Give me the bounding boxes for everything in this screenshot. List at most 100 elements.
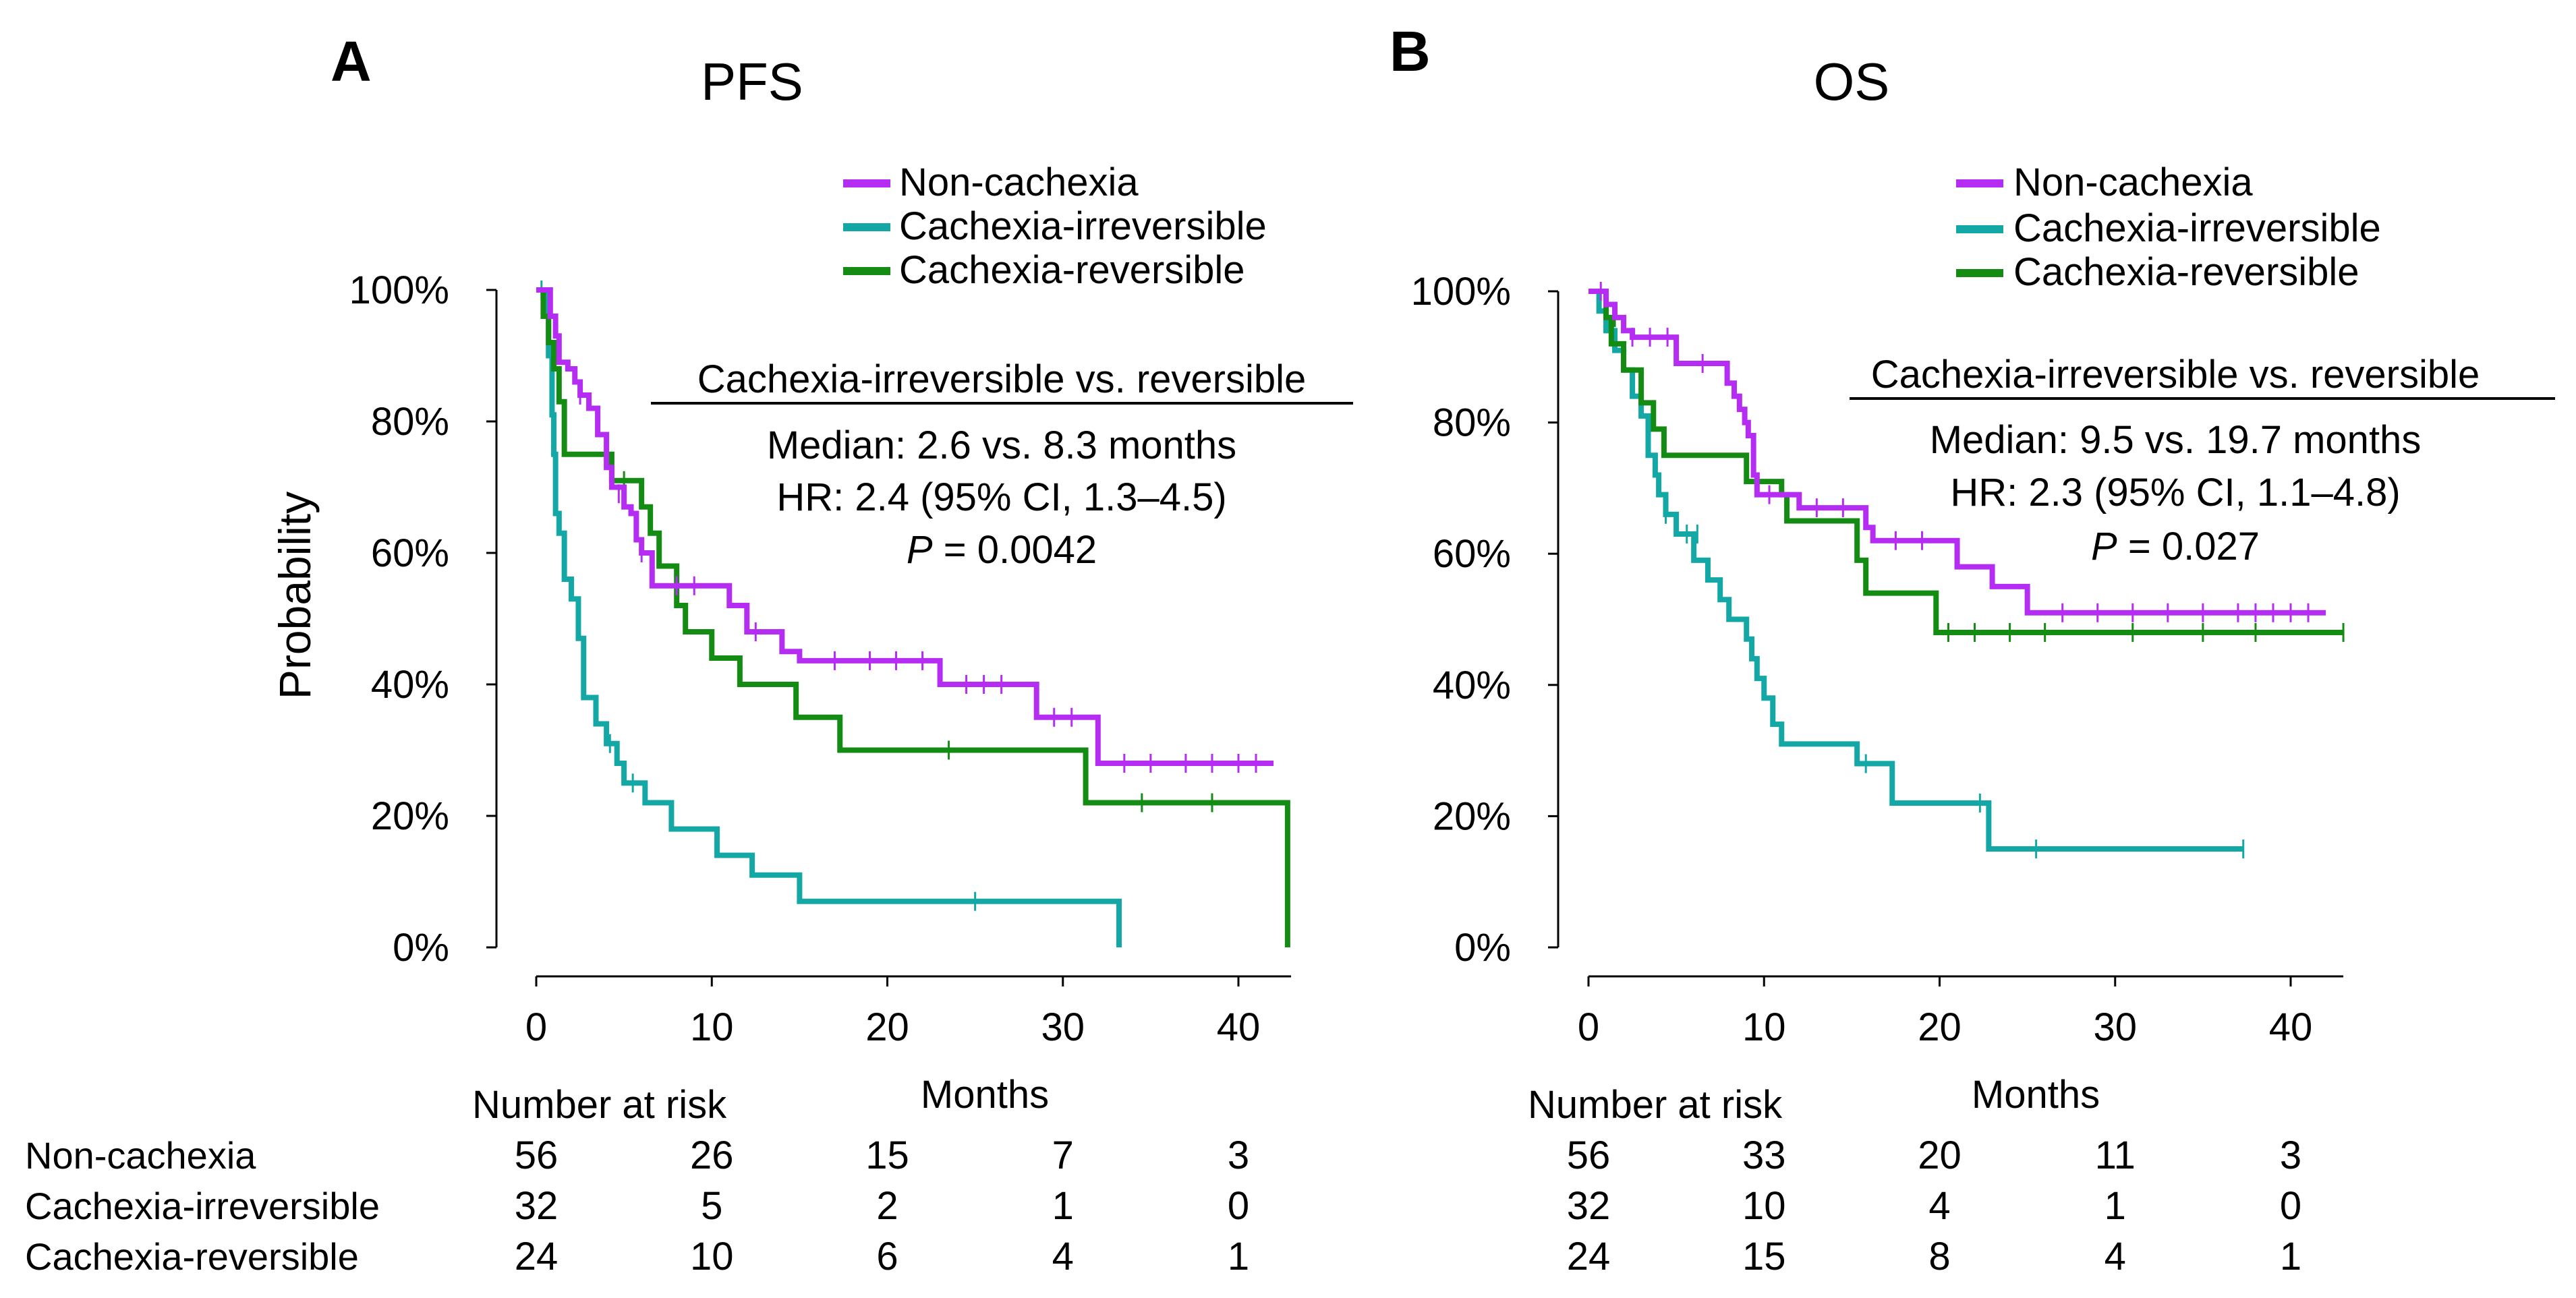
legend-label: Cachexia-reversible [2013,250,2359,294]
legend-label: Non-cachexia [2013,160,2253,204]
annotation-p-value: P = 0.0042 [907,528,1097,572]
x-tick-label: 40 [1217,1005,1261,1049]
x-tick-label: 20 [865,1005,909,1049]
annotation-title: Cachexia-irreversible vs. reversible [1871,353,2480,396]
y-tick-label: 80% [371,400,449,444]
risk-row-label: Non-cachexia [25,1134,256,1177]
legend: Non-cachexia Cachexia-irreversible Cache… [843,160,1267,292]
legend-label: Cachexia-irreversible [899,204,1267,248]
survival-curve [536,287,1290,947]
risk-row-label: Cachexia-reversible [25,1235,359,1278]
y-tick-label: 0% [393,926,449,970]
x-tick-label: 20 [1918,1005,1962,1049]
legend-item-non-cachexia: Non-cachexia [843,160,1139,204]
risk-count: 15 [865,1133,909,1177]
risk-counts: 56 33 20 11 332 10 4 1 024 15 8 4 1 [1567,1133,2301,1278]
p-value: = 0.0042 [933,528,1097,572]
risk-count: 32 [515,1184,559,1228]
x-axis-label: Months [921,1073,1049,1117]
annotation-median: Median: 2.6 vs. 8.3 months [767,423,1236,467]
y-tick-label: 40% [1433,663,1511,707]
axes: 0% 20% 40% 60% 80% 100% 0 10 20 30 40 [1411,270,2344,1049]
risk-count: 3 [1228,1133,1249,1177]
risk-count: 1 [1228,1235,1249,1278]
chart-title: OS [1814,52,1890,111]
legend-item-non-cachexia: Non-cachexia [1956,160,2253,204]
annotation-hr: HR: 2.3 (95% CI, 1.1–4.8) [1950,471,2400,514]
annotation: Cachexia-irreversible vs. reversible Med… [651,357,1353,572]
risk-count: 1 [1052,1184,1074,1228]
legend: Non-cachexia Cachexia-irreversible Cache… [1956,160,2381,294]
x-tick-label: 10 [1742,1005,1786,1049]
y-tick-label: 0% [1454,926,1511,970]
series-non-cachexia [1588,282,2326,622]
panel-letter: A [331,30,372,93]
panel-os: B OS Non-cachexia Cachexia-irreversible … [1390,20,2555,1278]
p-label: P [2091,525,2117,568]
risk-count: 11 [2095,1133,2136,1177]
x-tick-label: 10 [690,1005,734,1049]
risk-count: 5 [701,1184,722,1228]
risk-count: 4 [1928,1184,1950,1228]
x-axis-label: Months [1972,1073,2100,1117]
y-axis-label: Probability [270,492,320,699]
risk-count: 4 [2105,1235,2126,1278]
risk-count: 4 [1052,1235,1074,1278]
risk-table-title: Number at risk [1528,1083,1783,1127]
y-tick-label: 100% [1411,270,1511,314]
y-tick-label: 60% [1433,532,1511,576]
risk-count: 56 [515,1133,559,1177]
risk-row-label: Cachexia-irreversible [25,1185,380,1227]
y-tick-label: 40% [371,663,449,707]
risk-count: 26 [690,1133,734,1177]
survival-curve [1588,289,2344,635]
risk-count: 1 [2105,1184,2126,1228]
risk-count: 7 [1052,1133,1074,1177]
y-tick-label: 80% [1433,401,1511,445]
risk-count: 6 [876,1235,898,1278]
plot-area: 0% 20% 40% 60% 80% 100% 0 10 20 30 40 [1411,270,2345,1049]
annotation-hr: HR: 2.4 (95% CI, 1.3–4.5) [776,475,1226,519]
p-value: = 0.027 [2117,525,2260,568]
risk-count: 2 [876,1184,898,1228]
legend-item-cachexia-reversible: Cachexia-reversible [843,248,1245,292]
risk-count: 33 [1742,1133,1786,1177]
risk-count: 10 [1742,1184,1786,1228]
risk-table-title: Number at risk [472,1083,727,1127]
risk-count: 0 [1228,1184,1249,1228]
survival-curve [536,287,1274,766]
legend-item-cachexia-irreversible: Cachexia-irreversible [1956,206,2381,250]
y-tick-label: 20% [371,794,449,838]
risk-count: 32 [1567,1184,1611,1228]
risk-table: Number at risk Months Non-cachexia Cache… [25,1073,1249,1278]
risk-count: 3 [2280,1133,2301,1177]
y-tick-label: 100% [349,268,449,312]
legend-item-cachexia-irreversible: Cachexia-irreversible [843,204,1267,248]
x-tick-label: 30 [2093,1005,2137,1049]
risk-count: 10 [690,1235,734,1278]
annotation-title: Cachexia-irreversible vs. reversible [697,357,1307,401]
legend-label: Cachexia-irreversible [2013,206,2381,250]
annotation-p-value: P = 0.027 [2091,525,2260,568]
y-tick-label: 60% [371,531,449,575]
plot-area: 0% 20% 40% 60% 80% 100% 0 10 20 30 40 [349,268,1292,1049]
x-tick-label: 0 [1578,1005,1599,1049]
series-cachexia-reversible [1588,289,2345,642]
annotation: Cachexia-irreversible vs. reversible Med… [1850,353,2555,568]
x-tick-label: 0 [525,1005,547,1049]
risk-counts: 56 26 15 7 332 5 2 1 024 10 6 4 1 [515,1133,1249,1278]
risk-count: 8 [1928,1235,1950,1278]
legend-label: Non-cachexia [899,160,1139,204]
risk-count: 24 [1567,1235,1611,1278]
annotation-median: Median: 9.5 vs. 19.7 months [1930,418,2422,462]
risk-count: 1 [2280,1235,2301,1278]
panel-pfs: A PFS Probability Non-cachexia Cachexia-… [25,30,1353,1278]
risk-count: 56 [1567,1133,1611,1177]
p-label: P [907,528,933,572]
y-tick-label: 20% [1433,794,1511,838]
risk-table: Number at risk Months 56 33 20 11 332 10 4 1 024… [1528,1073,2301,1278]
risk-count: 24 [515,1235,559,1278]
x-tick-label: 30 [1041,1005,1085,1049]
legend-label: Cachexia-reversible [899,248,1245,292]
